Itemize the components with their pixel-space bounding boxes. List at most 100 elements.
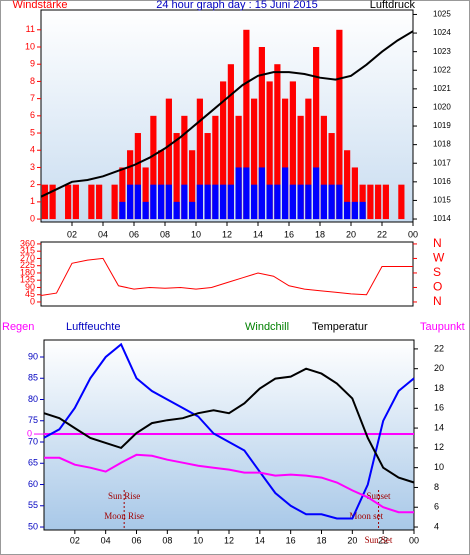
- bar: [142, 201, 149, 220]
- bar: [150, 184, 157, 220]
- bar: [111, 184, 118, 220]
- x-tick-label: 20: [346, 229, 356, 239]
- bar: [227, 184, 234, 220]
- y2-tick-label: 1017: [433, 158, 451, 167]
- bar: [336, 184, 343, 220]
- y-tick-label: 80: [28, 394, 38, 404]
- y2-tick-label: 1021: [433, 84, 451, 93]
- x-tick-label: 14: [253, 229, 263, 239]
- bar: [189, 150, 196, 220]
- bar: [266, 184, 273, 220]
- x-tick-label: 00: [409, 535, 419, 545]
- y2-tick-label: 1014: [433, 214, 451, 223]
- bar: [72, 184, 79, 220]
- x-tick-label: 18: [316, 535, 326, 545]
- bar: [88, 184, 95, 220]
- y2-tick-label: 1024: [433, 28, 451, 37]
- series-line: [43, 367, 415, 484]
- y-tick-label: 11: [26, 24, 35, 34]
- bar: [96, 184, 103, 220]
- y-tick-label: 3: [30, 162, 35, 172]
- bar: [127, 184, 134, 220]
- bar: [41, 184, 48, 220]
- bar: [297, 115, 304, 220]
- bar: [305, 184, 312, 220]
- y-tick-label: 0: [30, 213, 35, 223]
- y2-tick-label: 14: [434, 422, 444, 432]
- bar: [344, 201, 351, 220]
- x-tick-label: 12: [222, 229, 232, 239]
- bar: [320, 184, 327, 220]
- y2-tick-label: 1018: [433, 140, 451, 149]
- y2-tick-label: 10: [434, 462, 444, 472]
- y2-tick-label: 22: [434, 343, 444, 353]
- y2-tick-label: N: [433, 236, 442, 250]
- series-line: [40, 30, 414, 198]
- x-tick-label: 04: [101, 535, 111, 545]
- bar: [375, 184, 382, 220]
- y-tick-label: 90: [25, 282, 35, 292]
- bar: [235, 167, 242, 220]
- bar: [274, 184, 281, 220]
- y-tick-label: 65: [28, 458, 38, 468]
- legend-label: Luftfeuchte: [66, 321, 120, 333]
- y-tick-label: 10: [25, 41, 35, 51]
- x-tick-label: 06: [129, 229, 139, 239]
- bar: [196, 184, 203, 220]
- bar: [204, 184, 211, 220]
- x-tick-label: 02: [67, 229, 77, 239]
- bar: [181, 115, 188, 220]
- y3-tick-label: 0: [27, 428, 32, 438]
- bar: [158, 184, 165, 220]
- y2-tick-label: 20: [434, 363, 444, 373]
- y-tick-label: 5: [30, 127, 35, 137]
- y-tick-label: 4: [30, 145, 35, 155]
- legend-label: Regen: [2, 321, 34, 333]
- bar: [119, 167, 126, 220]
- bar: [173, 133, 180, 220]
- bar: [266, 81, 273, 220]
- bar: [282, 167, 289, 220]
- bar: [351, 201, 358, 220]
- y-tick-label: 45: [25, 289, 35, 299]
- bar: [243, 167, 250, 220]
- y-tick-label: 360: [20, 238, 35, 248]
- y2-tick-label: 12: [434, 442, 444, 452]
- bar: [305, 98, 312, 220]
- legend-label: Temperatur: [312, 321, 368, 333]
- x-tick-label: 12: [224, 535, 234, 545]
- series-line: [40, 257, 413, 296]
- y2-tick-label: 6: [434, 502, 439, 512]
- x-tick-label: 04: [98, 229, 108, 239]
- bar: [289, 81, 296, 220]
- bar: [212, 115, 219, 220]
- bar: [227, 64, 234, 220]
- y-tick-label: 70: [28, 436, 38, 446]
- chart-title: 24 hour graph day : 15 Juni 2015: [156, 0, 317, 11]
- x-tick-label: 06: [131, 535, 141, 545]
- bar: [150, 115, 157, 220]
- series-line: [44, 453, 414, 514]
- bar: [274, 64, 281, 220]
- x-tick-label: 10: [193, 535, 203, 545]
- y-tick-label: 135: [20, 275, 35, 285]
- y-tick-label: 315: [20, 246, 35, 256]
- bar: [196, 98, 203, 220]
- y-tick-label: 7: [30, 93, 35, 103]
- annotation: Sun Rise: [108, 491, 140, 501]
- y-tick-label: 8: [30, 76, 35, 86]
- y-tick-label: 55: [28, 500, 38, 510]
- bar: [220, 184, 227, 220]
- y-axis-label: Windstärke: [12, 0, 67, 11]
- y-tick-label: 9: [30, 59, 35, 69]
- x-tick-label: 16: [284, 229, 294, 239]
- annotation: Moon set: [349, 511, 383, 521]
- bar: [313, 46, 320, 220]
- bar: [165, 184, 172, 220]
- y2-axis-label: Luftdruck: [370, 0, 416, 11]
- bar: [336, 29, 343, 220]
- legend-label: Windchill: [245, 321, 289, 333]
- bar: [282, 98, 289, 220]
